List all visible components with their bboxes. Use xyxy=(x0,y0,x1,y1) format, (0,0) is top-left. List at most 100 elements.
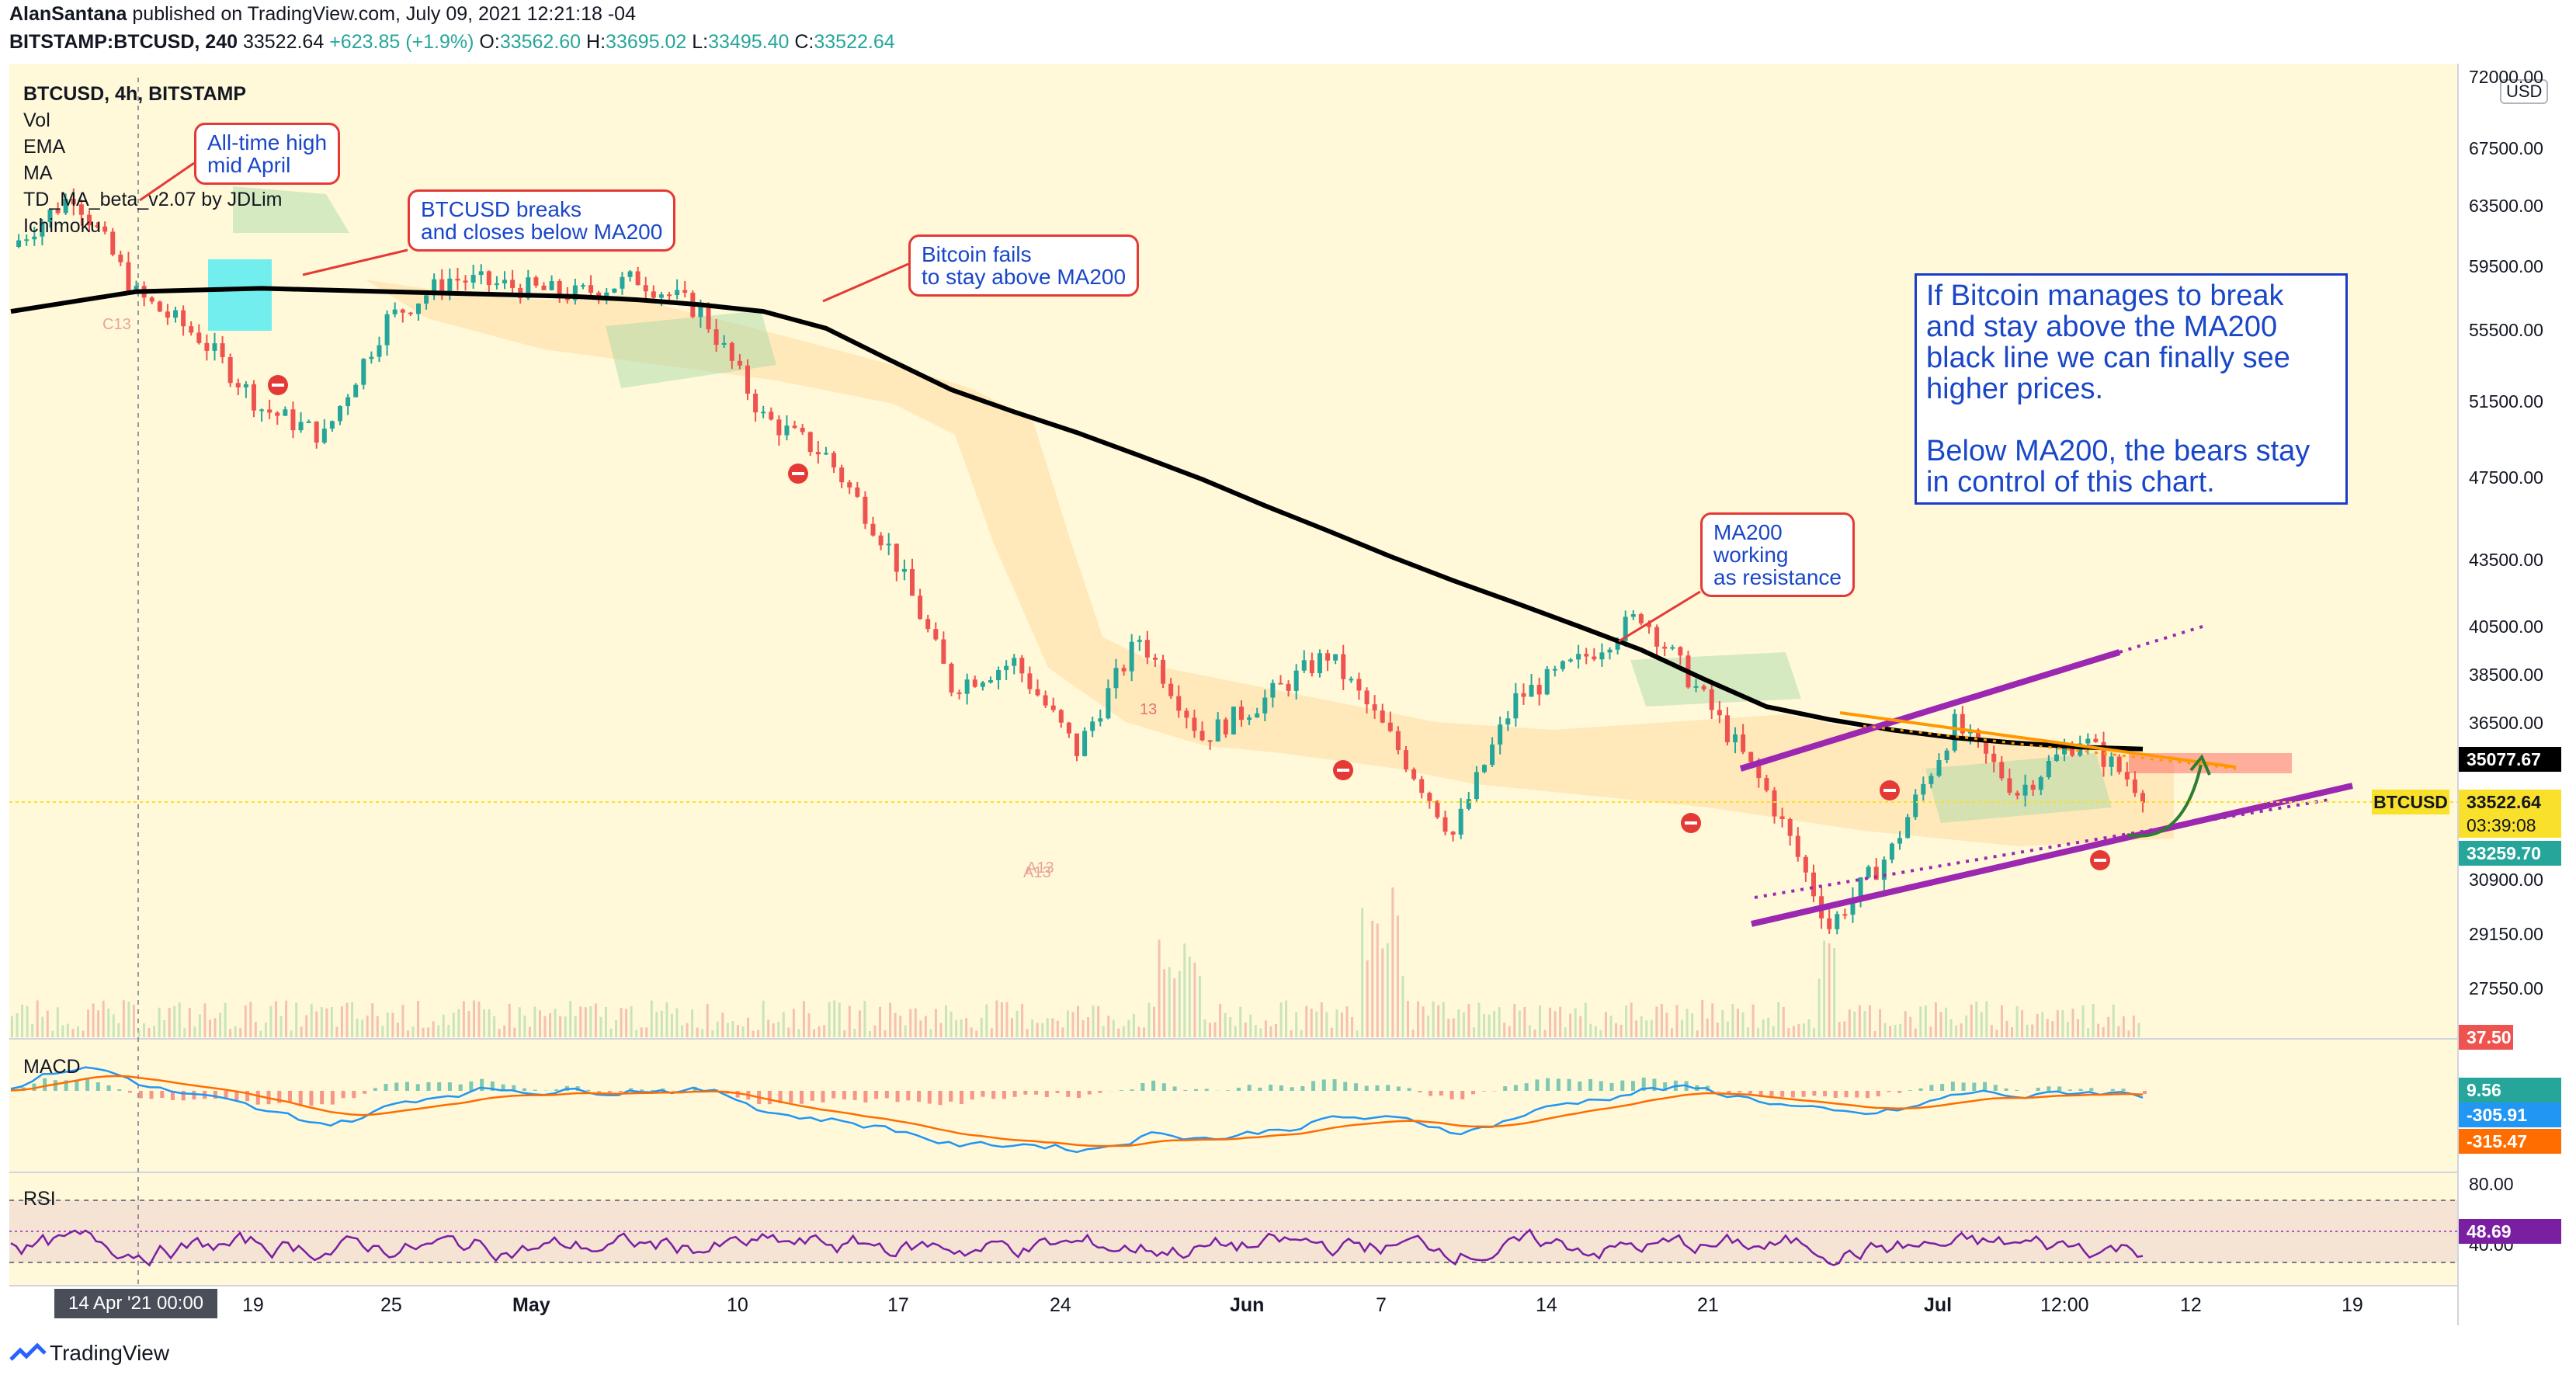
candle-body xyxy=(1019,658,1025,674)
volume-bar xyxy=(1452,1018,1455,1037)
volume-bar xyxy=(1858,1005,1861,1037)
volume-bar xyxy=(132,1005,135,1037)
currency-badge[interactable]: USD xyxy=(2500,79,2549,104)
descending-resistance-dotted[interactable] xyxy=(1863,724,2237,770)
candle-body xyxy=(1192,717,1197,731)
candle-body xyxy=(1897,838,1903,844)
volume-bar xyxy=(178,1002,181,1037)
callout-breaks[interactable]: BTCUSD breaks and closes below MA200 xyxy=(408,189,676,252)
volume-bar xyxy=(939,1023,943,1037)
legend-ema[interactable]: EMA xyxy=(23,136,66,158)
volume-bar xyxy=(2066,1021,2069,1037)
candle-body xyxy=(2046,760,2051,778)
callout-fails[interactable]: Bitcoin fails to stay above MA200 xyxy=(908,234,1140,297)
volume-bar xyxy=(853,1029,856,1037)
time-axis[interactable] xyxy=(9,1285,2457,1327)
candle-body xyxy=(384,314,390,346)
macd-histogram-bar xyxy=(1311,1081,1316,1091)
volume-bar xyxy=(1117,1028,1120,1037)
legend-title[interactable]: BTCUSD, 4h, BITSTAMP xyxy=(23,83,247,105)
volume-bar xyxy=(655,1012,658,1037)
volume-bar xyxy=(1939,1012,1942,1037)
volume-bar xyxy=(1518,1010,1521,1037)
candle-body xyxy=(1474,772,1479,800)
volume-bar xyxy=(701,1029,704,1037)
volume-bar xyxy=(2112,1004,2115,1037)
macd-histogram-bar xyxy=(277,1091,282,1103)
macd-label[interactable]: MACD xyxy=(23,1056,81,1078)
channel-upper-extension[interactable] xyxy=(2119,624,2206,654)
legend-td-ma[interactable]: TD_MA_beta_v2.07 by JDLim xyxy=(23,189,283,210)
candle-body xyxy=(761,411,766,414)
candle-body xyxy=(964,679,970,694)
author-line: AlanSantana published on TradingView.com… xyxy=(9,3,636,26)
candle-body xyxy=(2015,793,2020,796)
candle-body xyxy=(1787,819,1793,836)
macd-histogram-bar xyxy=(1396,1086,1401,1091)
macd-histogram-bar xyxy=(1663,1082,1668,1091)
candle-body xyxy=(1450,832,1456,835)
macd-histogram-bar xyxy=(373,1088,377,1091)
info-box[interactable]: If Bitcoin manages to break and stay abo… xyxy=(1915,273,2348,505)
volume-bar xyxy=(863,1001,866,1037)
volume-bar xyxy=(584,1007,587,1037)
candle-body xyxy=(1701,686,1706,689)
legend-ma[interactable]: MA xyxy=(23,162,53,184)
candle-body xyxy=(1435,800,1440,818)
candle-body xyxy=(1176,696,1182,711)
channel-upper-line[interactable] xyxy=(1739,649,2121,772)
volume-bar xyxy=(706,1004,709,1037)
legend-ichimoku[interactable]: Ichimoku xyxy=(23,215,102,237)
candle-body xyxy=(1630,614,1636,617)
callout-resistance[interactable]: MA200 working as resistance xyxy=(1700,512,1855,597)
candle-body xyxy=(988,680,993,683)
volume-bar xyxy=(1706,1018,1709,1037)
volume-bar xyxy=(437,1025,440,1037)
candle-body xyxy=(675,290,680,296)
volume-bar xyxy=(1315,1011,1318,1037)
candle-body xyxy=(1301,660,1307,671)
candle-body xyxy=(212,343,217,351)
callout-ath[interactable]: All-time high mid April xyxy=(194,123,341,185)
volume-bar xyxy=(2005,1020,2008,1037)
channel-lower-line[interactable] xyxy=(1751,783,2353,927)
volume-bar xyxy=(1198,975,1201,1037)
macd-histogram-bar xyxy=(1535,1079,1540,1091)
volume-bar xyxy=(533,1006,536,1037)
macd-histogram-bar xyxy=(1321,1079,1326,1091)
candle-body xyxy=(235,383,241,388)
volume-bar xyxy=(1036,1023,1039,1037)
macd-histogram-bar xyxy=(1375,1085,1380,1091)
callout-fails-line2: to stay above MA200 xyxy=(922,265,1127,289)
channel-lower-dotted[interactable] xyxy=(1754,798,2330,899)
volume-bar xyxy=(934,1009,937,1037)
time-tick: 17 xyxy=(887,1294,909,1316)
candle-body xyxy=(612,288,617,293)
open-value: 33562.60 xyxy=(499,31,582,53)
volume-bar xyxy=(1213,1022,1217,1037)
candle-body xyxy=(1325,653,1331,661)
rsi-label[interactable]: RSI xyxy=(23,1188,56,1210)
candle-body xyxy=(1466,799,1471,809)
candle-body xyxy=(338,406,343,422)
volume-bar xyxy=(1615,1023,1618,1037)
legend-vol[interactable]: Vol xyxy=(23,109,50,131)
symbol-label[interactable]: BTCUSD xyxy=(2372,790,2449,814)
descending-resistance-line[interactable] xyxy=(1839,711,2237,769)
volume-bar xyxy=(929,1029,932,1037)
candle-body xyxy=(1607,649,1613,653)
tradingview-logo-icon[interactable] xyxy=(9,1342,47,1366)
price-tick: 51500.00 xyxy=(2469,391,2543,411)
macd-histogram-bar xyxy=(1599,1081,1603,1091)
macd-histogram-bar xyxy=(1172,1086,1177,1091)
high-value: 33695.02 xyxy=(606,31,687,53)
macd-histogram-bar xyxy=(1044,1091,1049,1097)
tradingview-brand[interactable]: TradingView xyxy=(50,1341,170,1365)
volume-bar xyxy=(726,1023,729,1037)
price-candles xyxy=(16,188,2145,935)
candle-body xyxy=(1999,762,2005,779)
author-name[interactable]: AlanSantana xyxy=(9,3,127,25)
macd-histogram-bar xyxy=(1790,1091,1795,1098)
volume-bar xyxy=(620,1008,623,1037)
